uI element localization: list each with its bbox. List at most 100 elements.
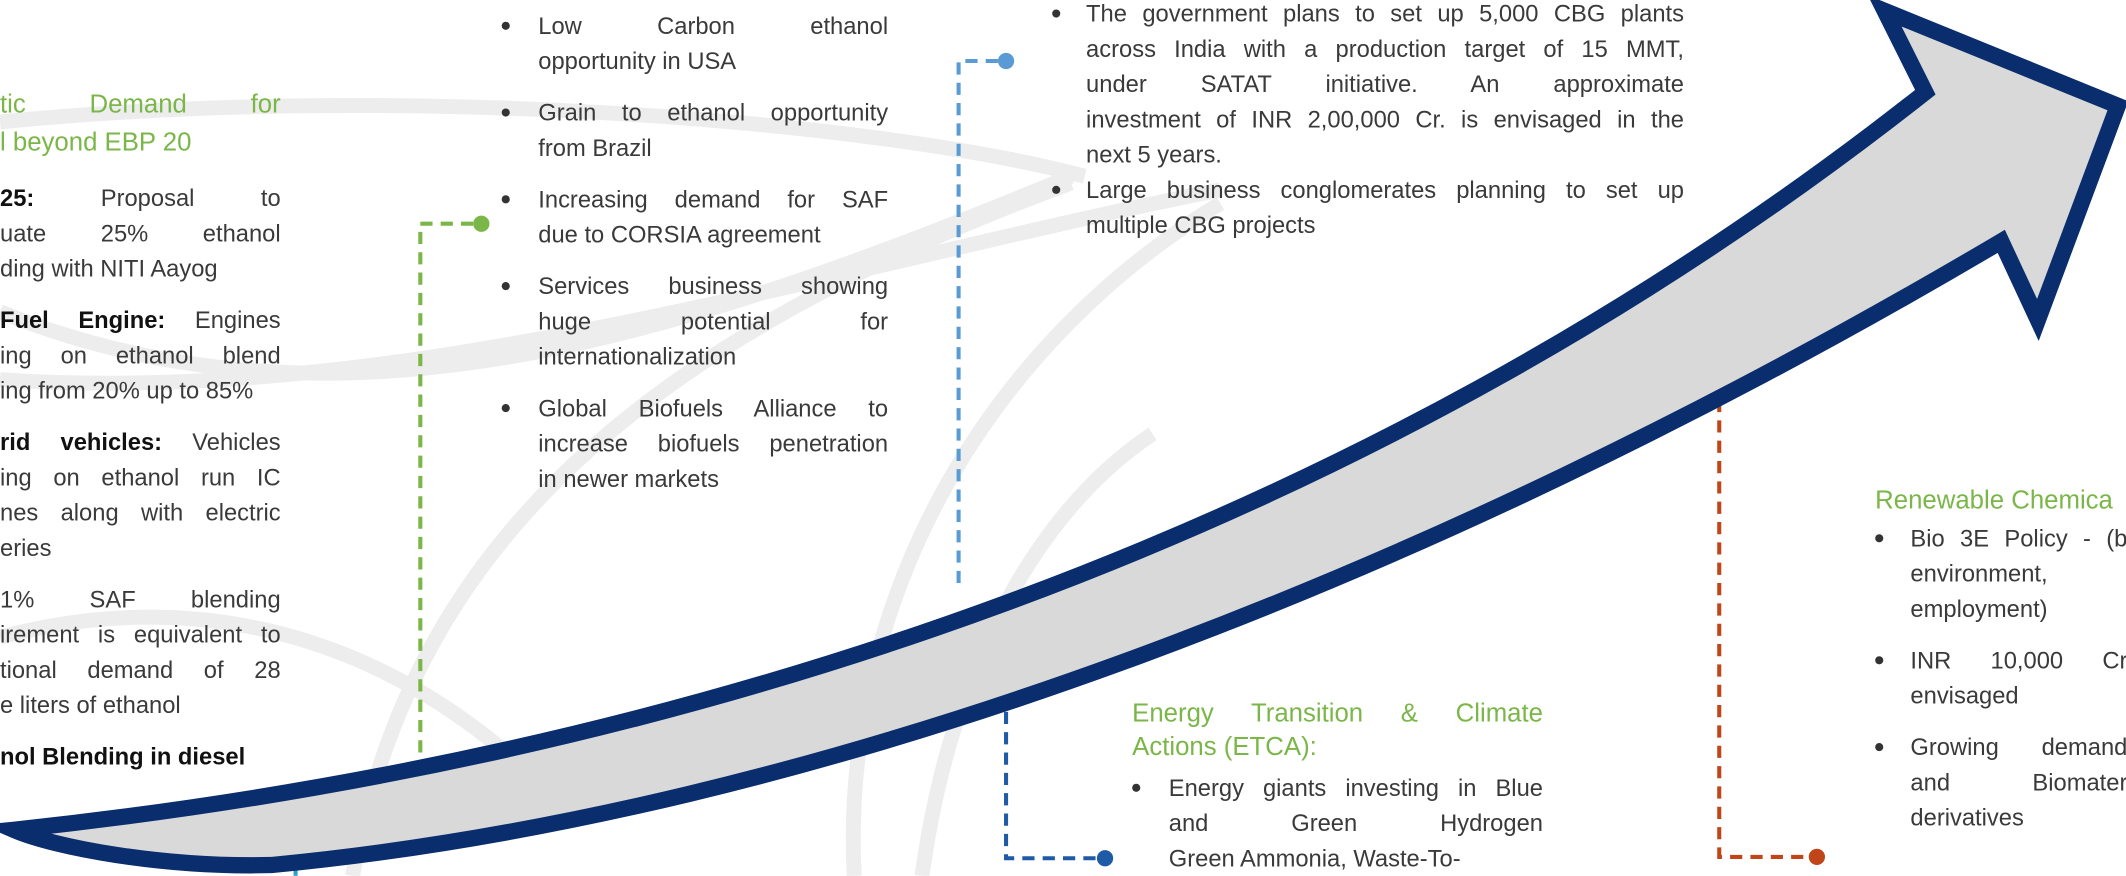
text-line: Energy giants investing in Blue xyxy=(1169,770,1543,805)
swirl xyxy=(0,169,1074,381)
text-line: nes along with electric xyxy=(0,495,281,530)
bullet xyxy=(501,195,510,204)
text-line: investment of INR 2,00,000 Cr. is envisa… xyxy=(1086,102,1684,137)
text-line: internationalization xyxy=(538,339,888,374)
line-text: Grain to ethanol opportunity xyxy=(538,98,889,127)
text-line: Growing demand xyxy=(1910,729,2126,764)
text-line: ing on ethanol blend xyxy=(0,338,281,373)
heading-line: Renewable Chemica xyxy=(1875,486,2113,516)
text-line: eries xyxy=(0,530,281,565)
line-text: increase biofuels penetration xyxy=(538,429,889,457)
line-text: Proposal to xyxy=(100,184,281,212)
bold-label: 25: xyxy=(0,184,35,212)
text-line: Bio 3E Policy - (b xyxy=(1910,521,2126,556)
text-line: next 5 years. xyxy=(1086,137,1684,172)
text-line: 25: Proposal to xyxy=(0,180,281,215)
line-text: 1% SAF blending xyxy=(0,585,281,613)
line-text: in newer markets xyxy=(538,465,719,493)
bullet xyxy=(501,21,510,30)
bullet xyxy=(1875,656,1884,665)
text-line: Fuel Engine: Engines xyxy=(0,302,281,337)
line-text: Services business showing xyxy=(538,272,889,300)
connector xyxy=(1004,711,1101,861)
line-text: huge potential for xyxy=(538,307,889,335)
bullet xyxy=(1875,534,1884,543)
text-line: in newer markets xyxy=(538,461,888,496)
line-text: e liters of ethanol xyxy=(0,691,181,719)
line-text: Bio 3E Policy - (b xyxy=(1910,524,2126,552)
line-text: ing on ethanol blend xyxy=(0,341,281,369)
text-line: nol Blending in diesel xyxy=(0,739,362,774)
bold-label: rid vehicles: xyxy=(0,428,163,456)
line-text: under SATAT initiative. An approximate xyxy=(1086,70,1684,98)
text-line: increase biofuels penetration xyxy=(538,426,888,461)
text-line: environment, xyxy=(1910,556,2126,591)
heading-line: tic Demand for xyxy=(0,90,281,120)
text-line: The government plans to set up 5,000 CBG… xyxy=(1086,0,1684,31)
text-line: Services business showing xyxy=(538,268,888,303)
text-line: opportunity in USA xyxy=(538,43,888,78)
connector-dot xyxy=(1808,848,1826,866)
bullet xyxy=(1875,743,1884,752)
line-text: employment) xyxy=(1910,595,2048,623)
text-line: Increasing demand for SAF xyxy=(538,182,888,217)
text-line: and Biomater xyxy=(1910,765,2126,800)
text-line: INR 10,000 Cr xyxy=(1910,643,2126,678)
text-line: uate 25% ethanol xyxy=(0,216,281,251)
swirl xyxy=(0,182,1222,391)
heading-line: l beyond EBP 20 xyxy=(0,128,192,158)
bullet xyxy=(501,282,510,291)
line-text: Large business conglomerates planning to… xyxy=(1086,176,1684,204)
text-line: ding with NITI Aayog xyxy=(0,251,281,286)
bullet xyxy=(1132,783,1141,792)
text-line: from Brazil xyxy=(538,130,888,165)
line-text: investment of INR 2,00,000 Cr. is envisa… xyxy=(1086,105,1684,133)
swirl xyxy=(845,197,1225,876)
swirl xyxy=(345,176,1074,876)
text-line: rid vehicles: Vehicles xyxy=(0,424,281,459)
line-text: nes along with electric xyxy=(0,498,281,527)
swirl xyxy=(0,98,1087,184)
line-text: ding with NITI Aayog xyxy=(0,254,218,283)
text-line: e liters of ethanol xyxy=(0,687,281,722)
connector xyxy=(1717,399,1813,859)
text-line: under SATAT initiative. An approximate xyxy=(1086,66,1684,101)
line-text: eries xyxy=(0,534,52,562)
line-text: Engines xyxy=(194,306,281,334)
text-line: employment) xyxy=(1910,591,2126,626)
text-line: Global Biofuels Alliance to xyxy=(538,390,888,425)
text-line: huge potential for xyxy=(538,304,888,339)
text-line: Grain to ethanol opportunity xyxy=(538,95,888,130)
line-text: and Biomater xyxy=(1910,768,2126,796)
line-text: across India with a production target of… xyxy=(1086,35,1684,63)
connector xyxy=(956,58,1004,584)
connector-dot xyxy=(1096,850,1114,867)
line-text: Low Carbon ethanol xyxy=(538,12,889,40)
line-text: irement is equivalent to xyxy=(0,620,281,649)
text-line: Low Carbon ethanol xyxy=(538,8,888,43)
connector-dot xyxy=(997,52,1015,70)
bold-label: Fuel Engine: xyxy=(0,306,166,334)
text-line: ing on ethanol run IC xyxy=(0,460,281,495)
text-line: across India with a production target of… xyxy=(1086,31,1684,66)
line-text: Increasing demand for SAF xyxy=(538,185,889,213)
bullet xyxy=(1052,9,1061,18)
line-text: multiple CBG projects xyxy=(1086,211,1316,239)
heading-line: Energy Transition & Climate xyxy=(1132,699,1543,729)
line-text: Green Ammonia, Waste-To- xyxy=(1168,844,1461,872)
text-line: Large business conglomerates planning to… xyxy=(1086,172,1684,207)
line-text: ing from 20% up to 85% xyxy=(0,376,254,405)
heading-line: Actions (ETCA): xyxy=(1132,733,1317,762)
line-text: Vehicles xyxy=(192,428,281,456)
text-line: and Green Hydrogen xyxy=(1169,805,1543,840)
line-text: The government plans to set up 5,000 CBG… xyxy=(1086,0,1684,28)
text-line: Green Ammonia, Waste-To- xyxy=(1169,841,1543,876)
line-text: uate 25% ethanol xyxy=(0,219,281,247)
bold-label: nol Blending in diesel xyxy=(0,743,246,771)
text-line: irement is equivalent to xyxy=(0,617,281,652)
line-text: from Brazil xyxy=(538,134,652,162)
line-text: environment, xyxy=(1910,559,2048,588)
